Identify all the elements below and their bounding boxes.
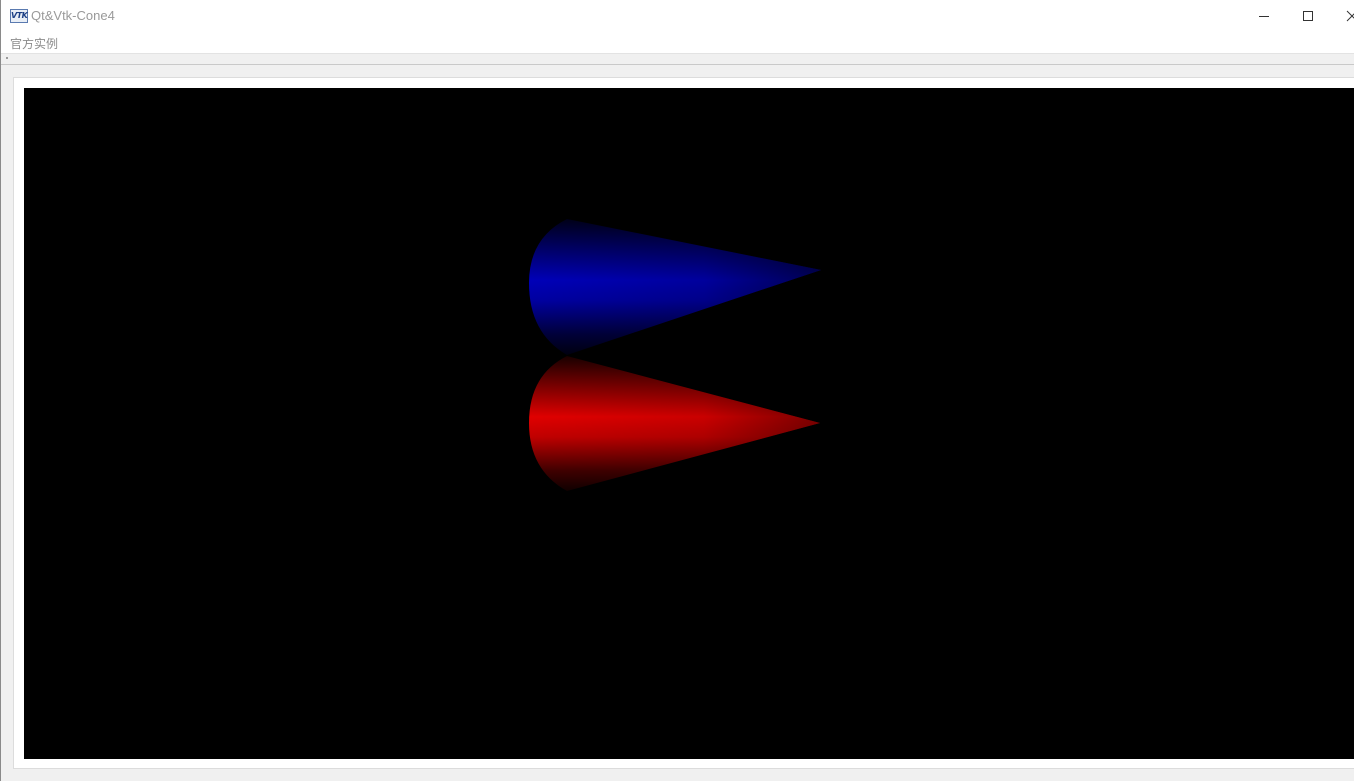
title-bar[interactable]: VTK Qt&Vtk-Cone4 — [1, 0, 1354, 31]
tool-bar — [1, 53, 1354, 65]
menu-bar: 官方实例 — [1, 31, 1354, 53]
maximize-button[interactable] — [1285, 0, 1331, 31]
minimize-icon — [1259, 15, 1269, 17]
red-cone — [529, 356, 820, 491]
minimize-button[interactable] — [1241, 0, 1287, 31]
maximize-icon — [1303, 10, 1313, 21]
toolbar-grip-handle[interactable] — [6, 57, 8, 59]
menu-official-examples[interactable]: 官方实例 — [10, 37, 59, 51]
vtk-render-view[interactable] — [24, 88, 1354, 759]
vtk-app-icon: VTK — [10, 9, 28, 23]
vtk-render-canvas — [529, 219, 821, 491]
window-title: Qt&Vtk-Cone4 — [31, 8, 115, 23]
blue-cone — [529, 219, 821, 355]
close-button[interactable] — [1329, 0, 1354, 31]
close-icon — [1346, 10, 1354, 21]
